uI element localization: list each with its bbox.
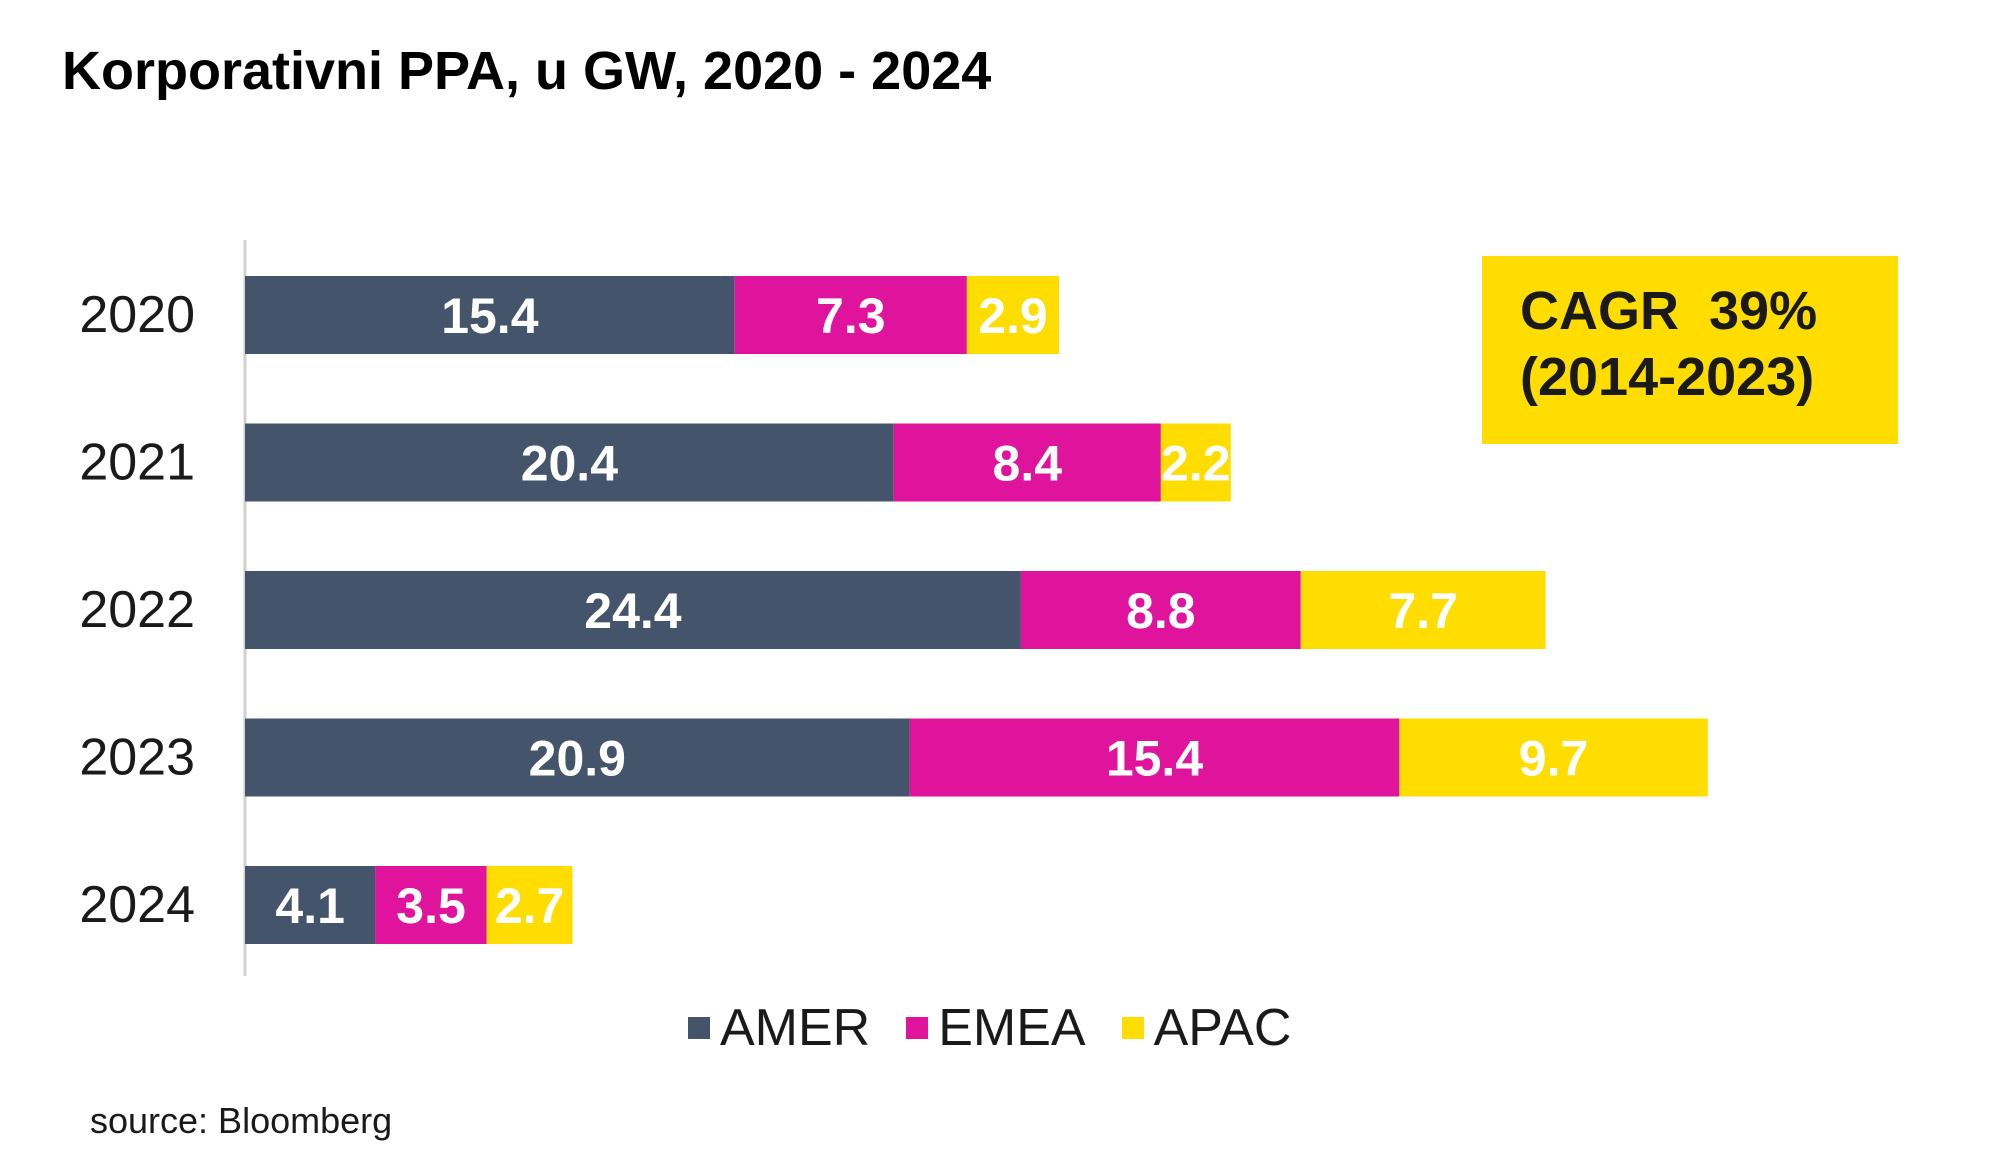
data-label-amer-2022: 24.4 <box>584 583 682 639</box>
legend-item-emea: EMEA <box>906 998 1086 1058</box>
data-label-apac-2020: 2.9 <box>978 288 1048 344</box>
data-label-amer-2020: 15.4 <box>441 288 539 344</box>
data-label-amer-2021: 20.4 <box>521 436 619 492</box>
data-label-amer-2024: 4.1 <box>275 878 345 934</box>
cagr-annotation-line1: CAGR 39% <box>1520 281 1818 341</box>
chart-title: Korporativni PPA, u GW, 2020 - 2024 <box>62 41 992 101</box>
data-label-emea-2022: 8.8 <box>1126 583 1196 639</box>
data-label-emea-2020: 7.3 <box>816 288 886 344</box>
bar-apac-2020 <box>966 276 1060 354</box>
bar-apac-2023 <box>1399 718 1708 797</box>
cagr-annotation-line2: (2014-2023) <box>1520 347 1815 407</box>
bar-emea-2021 <box>893 423 1161 502</box>
legend-label-amer: AMER <box>720 999 871 1057</box>
legend-swatch-amer <box>688 1017 710 1039</box>
data-label-emea-2021: 8.4 <box>993 436 1063 492</box>
bar-amer-2023 <box>245 718 910 797</box>
bar-apac-2022 <box>1300 571 1546 649</box>
legend-swatch-apac <box>1121 1017 1144 1039</box>
y-tick-label: 2022 <box>79 581 195 639</box>
legend-item-apac: APAC <box>1121 998 1292 1058</box>
data-label-apac-2023: 9.7 <box>1519 731 1589 787</box>
legend: AMER EMEA APAC <box>688 998 1327 1058</box>
y-tick-label: 2024 <box>79 876 195 934</box>
source-note: source: Bloomberg <box>90 1100 393 1141</box>
data-label-apac-2024: 2.7 <box>495 878 565 934</box>
data-label-emea-2023: 15.4 <box>1106 731 1204 787</box>
y-tick-label: 2021 <box>79 434 195 492</box>
bar-amer-2020 <box>245 276 735 354</box>
bar-amer-2022 <box>245 571 1021 649</box>
bar-amer-2021 <box>245 423 894 502</box>
data-label-amer-2023: 20.9 <box>529 731 626 787</box>
bar-emea-2020 <box>734 276 967 354</box>
cagr-annotation: CAGR 39% (2014-2023) <box>1482 256 1898 444</box>
y-tick-label: 2020 <box>79 286 195 344</box>
bar-emea-2023 <box>909 718 1400 797</box>
bar-emea-2022 <box>1020 571 1301 649</box>
bar-apac-2024 <box>486 866 573 944</box>
bar-apac-2021 <box>1160 423 1231 502</box>
data-label-emea-2024: 3.5 <box>396 878 466 934</box>
bar-emea-2024 <box>375 866 487 944</box>
data-label-apac-2021: 2.2 <box>1161 436 1231 492</box>
legend-swatch-emea <box>906 1017 929 1039</box>
legend-label-apac: APAC <box>1153 999 1292 1057</box>
legend-label-emea: EMEA <box>938 999 1086 1057</box>
bar-amer-2024 <box>245 866 376 944</box>
data-label-apac-2022: 7.7 <box>1388 583 1458 639</box>
legend-item-amer: AMER <box>688 998 870 1058</box>
y-tick-label: 2023 <box>79 729 195 787</box>
